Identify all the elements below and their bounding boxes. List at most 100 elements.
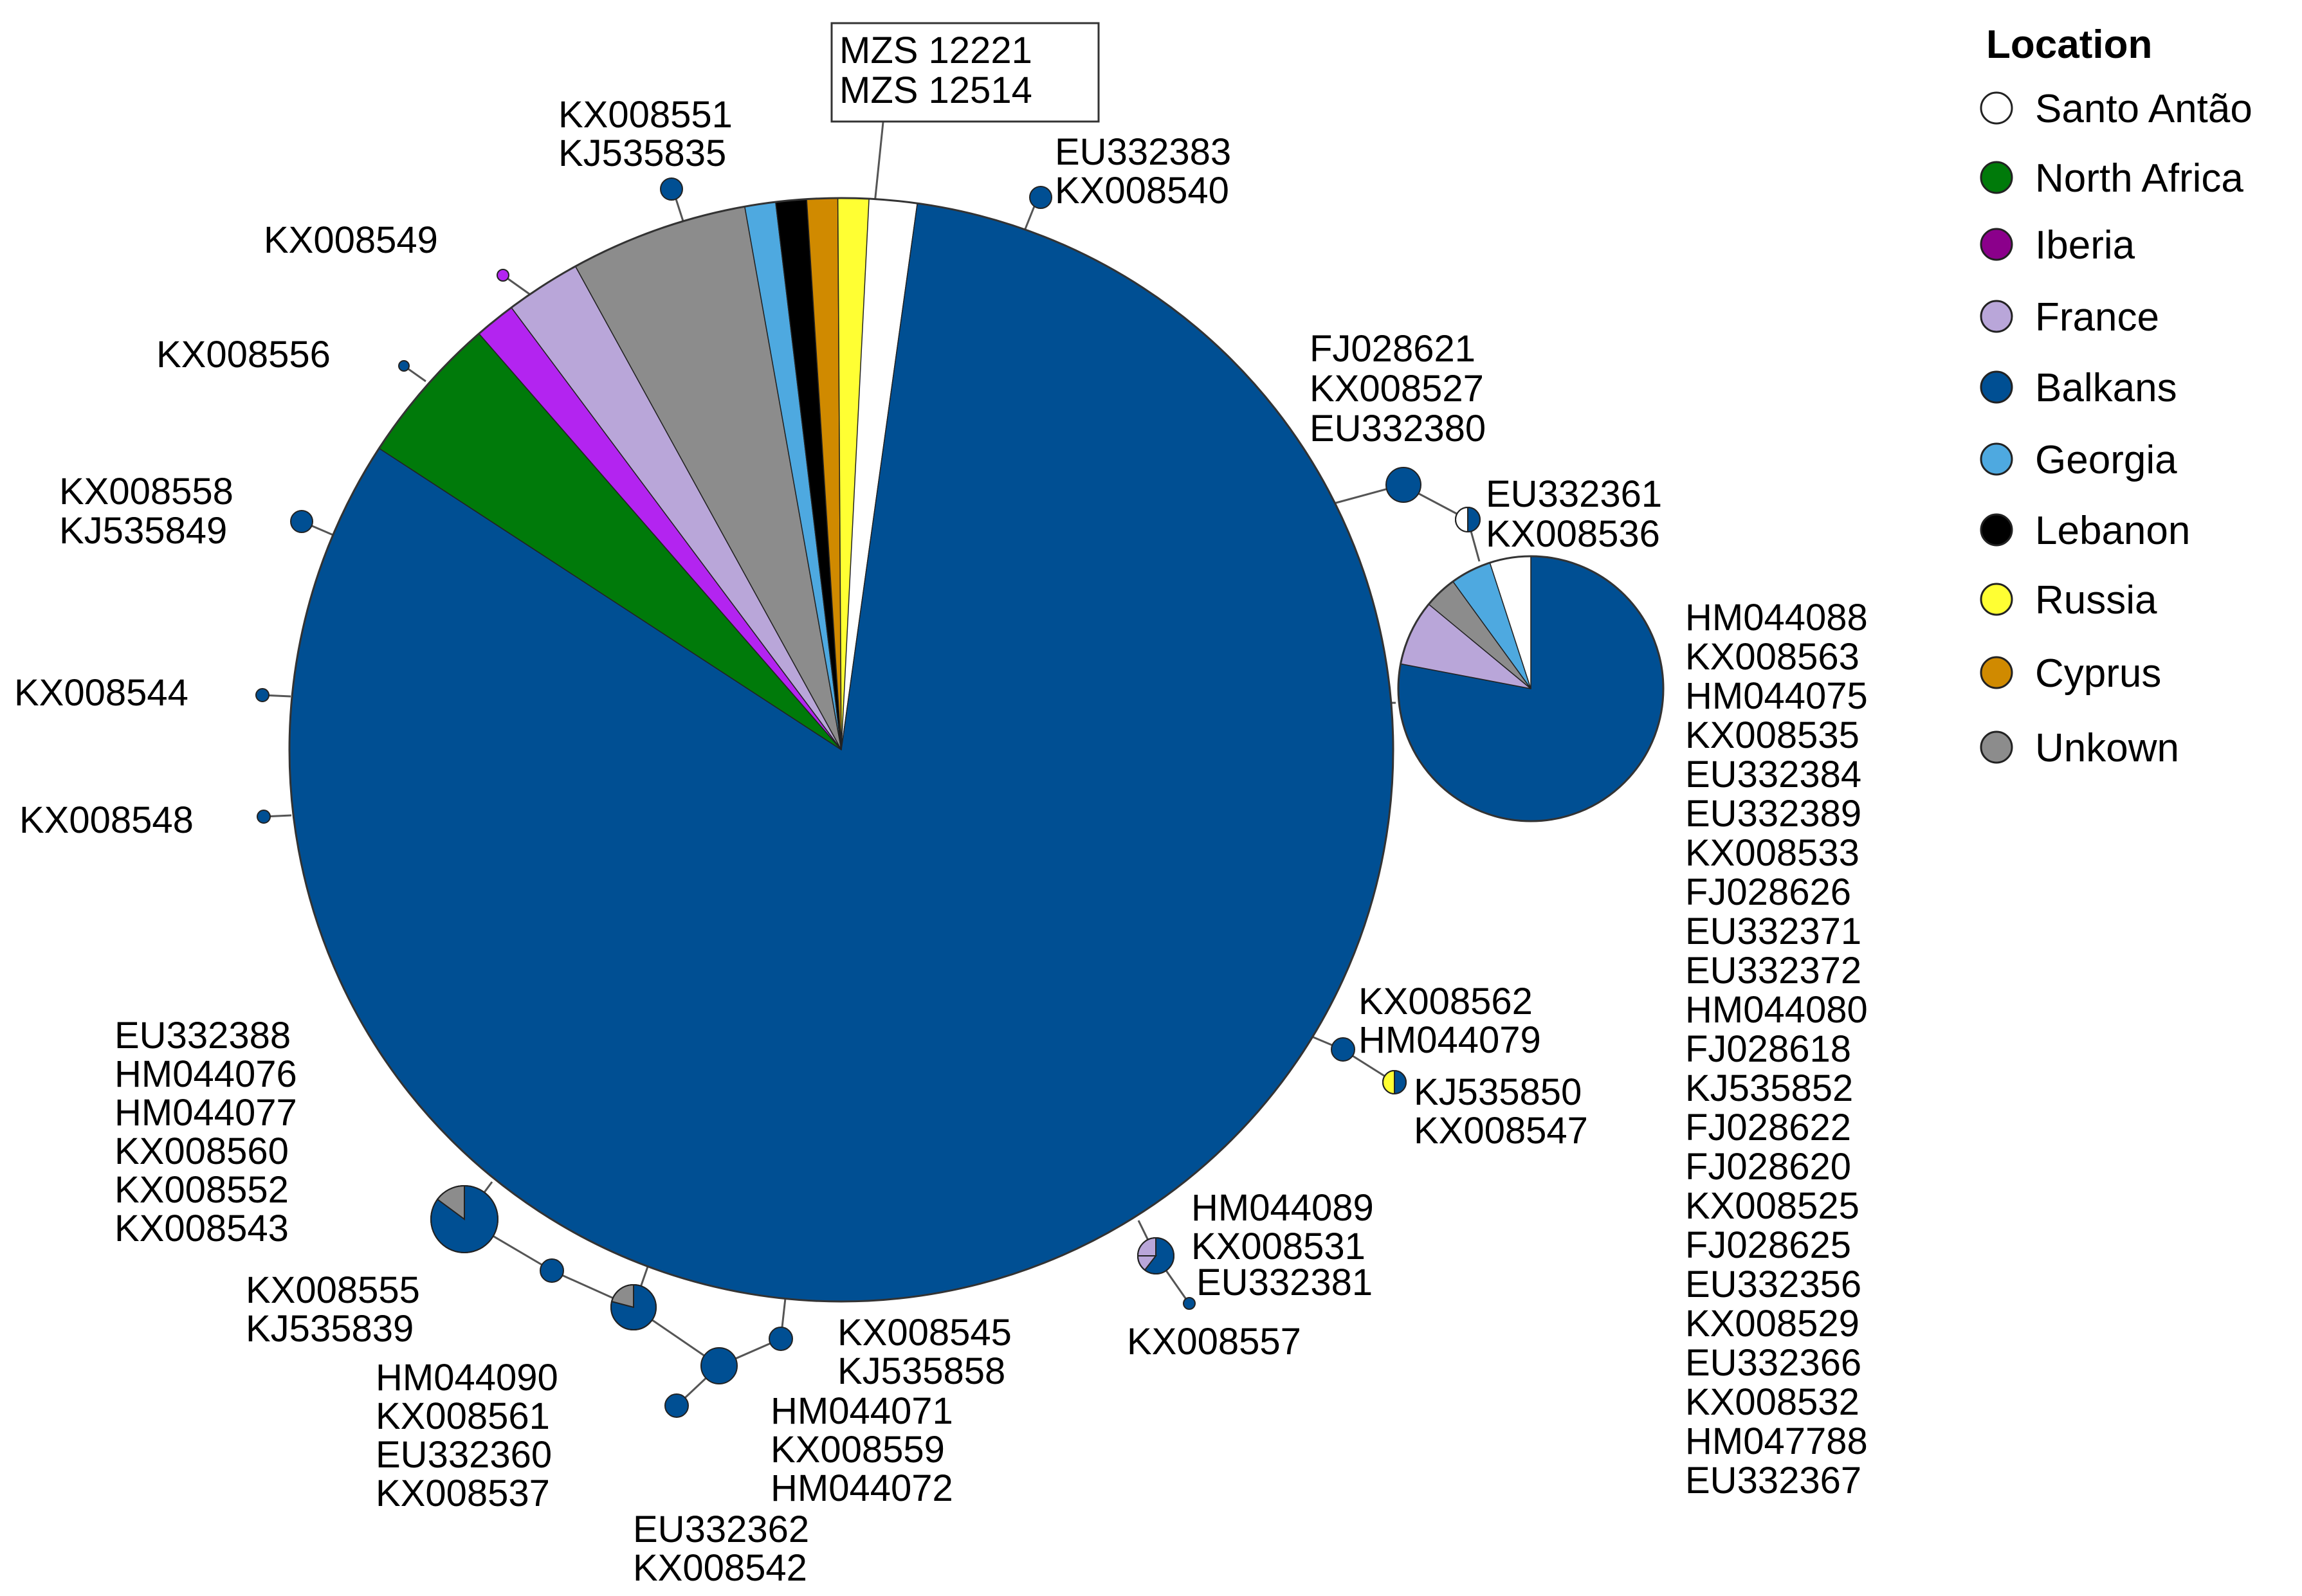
- haplotype-label: KX008556: [156, 334, 331, 376]
- legend-label: Iberia: [2035, 223, 2135, 268]
- legend-label: Georgia: [2035, 438, 2177, 482]
- haplotype-label: KX008531: [1191, 1226, 1366, 1267]
- main-haplotype-pie: [289, 197, 1394, 1302]
- haplotype-node-kx008556: [398, 360, 410, 372]
- second-haplotype-outline: [1397, 555, 1665, 822]
- legend-label: Santo Antão: [2035, 87, 2252, 131]
- legend: Location Santo Antão North Africa Iberia…: [1980, 23, 2252, 770]
- haplotype-label: KJ535858: [837, 1350, 1005, 1392]
- haplotype-label: KX008544: [14, 672, 188, 714]
- haplotype-label: HM044088: [1685, 597, 1868, 639]
- haplotype-label: EU332372: [1685, 950, 1861, 992]
- legend-swatch: [1980, 300, 2013, 333]
- haplotype-label: HM044077: [114, 1092, 297, 1134]
- haplotype-node-hm044071: [700, 1347, 738, 1384]
- legend-swatch: [1980, 583, 2013, 616]
- legend-swatch: [1980, 442, 2013, 476]
- haplotype-label: HM047788: [1685, 1420, 1868, 1462]
- haplotype-node-kj535850: [1382, 1069, 1407, 1095]
- haplotype-label: HM044090: [376, 1357, 558, 1399]
- haplotype-label: KX008532: [1685, 1381, 1859, 1423]
- haplotype-label: EU332356: [1685, 1264, 1861, 1305]
- haplotype-nodes: [255, 177, 1481, 1418]
- haplotype-label: EU332360: [376, 1434, 552, 1476]
- haplotype-label: KX008557: [1127, 1321, 1301, 1363]
- haplotype-label: KX008562: [1358, 981, 1533, 1022]
- haplotype-label: HM044076: [114, 1053, 297, 1095]
- haplotype-label: KX008542: [633, 1547, 807, 1589]
- haplotype-label: KX008543: [114, 1208, 289, 1249]
- boxed-label-line: MZS 12514: [839, 69, 1032, 111]
- haplotype-label: KX008563: [1685, 636, 1859, 678]
- haplotype-node-eu332362: [664, 1393, 689, 1418]
- haplotype-label: HM044071: [771, 1390, 953, 1432]
- haplotype-label: EU332384: [1685, 754, 1861, 795]
- legend-title: Location: [1986, 23, 2152, 67]
- haplotype-label: EU332362: [633, 1509, 809, 1550]
- haplotype-node-kx008558: [290, 510, 313, 533]
- haplotype-label: KX008529: [1685, 1303, 1859, 1345]
- haplotype-label: EU332380: [1310, 408, 1486, 449]
- haplotype-label: KX008533: [1685, 832, 1859, 874]
- haplotype-label: FJ028625: [1685, 1224, 1851, 1266]
- haplotype-label: FJ028626: [1685, 871, 1851, 913]
- haplotype-label: EU332366: [1685, 1342, 1861, 1384]
- haplotype-node-kx008555: [540, 1258, 564, 1283]
- legend-swatch: [1980, 161, 2013, 194]
- haplotype-node-kx008544: [255, 688, 269, 702]
- haplotype-label: KX008537: [376, 1473, 550, 1514]
- haplotype-label: EU332381: [1196, 1262, 1373, 1303]
- haplotype-node-kx008562: [1331, 1037, 1355, 1062]
- haplotype-node-hm044089: [1137, 1237, 1174, 1274]
- haplotype-label: FJ028622: [1685, 1107, 1851, 1148]
- boxed-label-frame: [830, 22, 1100, 123]
- legend-label: North Africa: [2035, 156, 2243, 201]
- haplotype-label: HM044072: [771, 1467, 953, 1509]
- haplotype-label: HM044089: [1191, 1187, 1374, 1229]
- haplotype-label: KX008536: [1486, 513, 1660, 555]
- second-haplotype-pie: [1398, 556, 1664, 822]
- legend-items: Santo Antão North Africa Iberia France B…: [1980, 87, 2252, 770]
- haplotype-label: KJ535839: [246, 1308, 414, 1350]
- haplotype-label: KJ535835: [558, 132, 726, 174]
- haplotype-label: KX008551: [558, 94, 733, 136]
- haplotype-label: KX008561: [376, 1395, 550, 1437]
- haplotype-label: HM044080: [1685, 989, 1868, 1031]
- haplotype-label: KX008540: [1055, 170, 1229, 212]
- haplotype-label: KX008545: [837, 1312, 1012, 1354]
- haplotype-label: EU332361: [1486, 473, 1662, 515]
- haplotype-label: KX008552: [114, 1169, 289, 1211]
- haplotype-node-kx008557: [1183, 1297, 1196, 1310]
- haplotype-label: EU332367: [1685, 1460, 1861, 1501]
- legend-swatch: [1980, 91, 2013, 125]
- haplotype-node-eu332388: [430, 1184, 498, 1253]
- legend-swatch: [1980, 513, 2013, 547]
- haplotype-node-kx008551: [660, 177, 683, 201]
- haplotype-label: KJ535852: [1685, 1067, 1853, 1109]
- haplotype-label: EU332383: [1055, 131, 1231, 173]
- haplotype-label: KJ535849: [59, 510, 227, 552]
- haplotype-node-fj028621: [1385, 467, 1421, 503]
- haplotype-label: KX008547: [1414, 1110, 1588, 1152]
- haplotype-label: KX008525: [1685, 1185, 1859, 1227]
- haplotype-label: KJ535850: [1414, 1071, 1582, 1113]
- haplotype-label: HM044079: [1358, 1019, 1541, 1061]
- legend-swatch: [1980, 730, 2013, 764]
- haplotype-label: KX008548: [19, 799, 194, 841]
- haplotype-labels: KX008551 KJ535835 EU332383 KX008540 KX00…: [14, 94, 1662, 1589]
- haplotype-node-hm044090: [610, 1283, 657, 1330]
- legend-label: Cyprus: [2035, 651, 2161, 696]
- haplotype-label: KX008558: [59, 471, 233, 512]
- haplotype-label: KX008559: [771, 1429, 945, 1471]
- haplotype-label: KX008560: [114, 1130, 289, 1172]
- legend-swatch: [1980, 656, 2013, 689]
- haplotype-node-eu332361: [1455, 506, 1481, 533]
- haplotype-label: FJ028620: [1685, 1146, 1851, 1188]
- legend-label: Lebanon: [2035, 509, 2190, 553]
- second-haplotype-label-list: HM044088 KX008563 HM044075 KX008535 EU33…: [1685, 597, 1868, 1501]
- haplotype-node-eu332383: [1029, 186, 1052, 209]
- haplotype-label: KX008555: [246, 1269, 420, 1311]
- haplotype-node-kx008548: [257, 810, 271, 824]
- haplotype-label: KX008549: [264, 219, 438, 261]
